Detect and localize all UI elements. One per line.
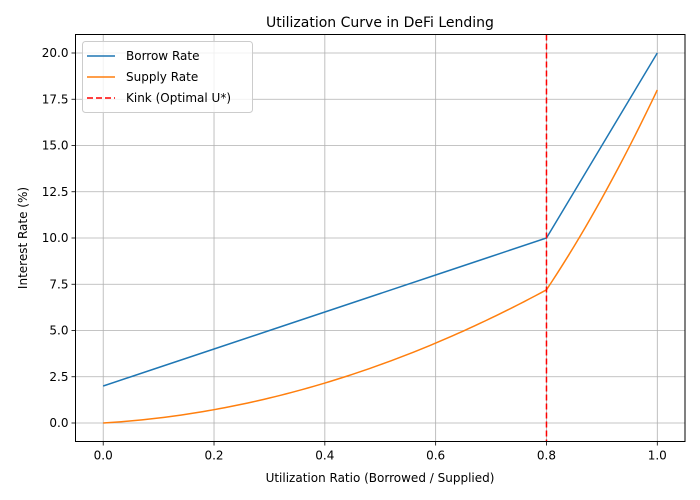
chart-title: Utilization Curve in DeFi Lending: [266, 15, 494, 31]
legend-label: Supply Rate: [126, 70, 198, 84]
y-axis-ticks: 0.0 2.5 5.0 7.5 10.0 12.5 15.0 17.5 20.0: [42, 46, 76, 430]
x-tick-label: 0.0: [94, 449, 113, 463]
y-tick-label: 7.5: [49, 277, 68, 291]
legend-item-supply-rate: Supply Rate: [87, 70, 198, 84]
legend-label: Borrow Rate: [126, 49, 199, 63]
legend-box: [82, 41, 253, 113]
legend: Borrow Rate Supply Rate Kink (Optimal U*…: [82, 41, 253, 113]
y-axis-title: Interest Rate (%): [16, 187, 30, 289]
y-tick-label: 20.0: [42, 46, 69, 60]
legend-item-kink: Kink (Optimal U*): [87, 91, 231, 105]
x-tick-label: 0.6: [426, 449, 445, 463]
x-tick-label: 0.4: [315, 449, 334, 463]
plot-area: [102, 34, 658, 442]
y-tick-label: 2.5: [49, 370, 68, 384]
y-tick-label: 0.0: [49, 416, 68, 430]
series-line-supply-rate: [103, 89, 658, 424]
legend-item-borrow-rate: Borrow Rate: [87, 49, 199, 63]
y-tick-label: 5.0: [49, 324, 68, 338]
y-tick-label: 12.5: [42, 185, 69, 199]
x-tick-label: 0.8: [537, 449, 556, 463]
y-tick-label: 17.5: [42, 92, 69, 106]
grid-lines: [75, 34, 685, 442]
x-axis-ticks: 0.0 0.2 0.4 0.6 0.8 1.0: [94, 441, 667, 463]
x-axis-title: Utilization Ratio (Borrowed / Supplied): [266, 471, 495, 485]
x-tick-label: 0.2: [204, 449, 223, 463]
y-tick-label: 10.0: [42, 231, 69, 245]
y-tick-label: 15.0: [42, 139, 69, 153]
x-tick-label: 1.0: [648, 449, 667, 463]
legend-label: Kink (Optimal U*): [126, 91, 231, 105]
series-line-borrow-rate: [102, 52, 658, 387]
